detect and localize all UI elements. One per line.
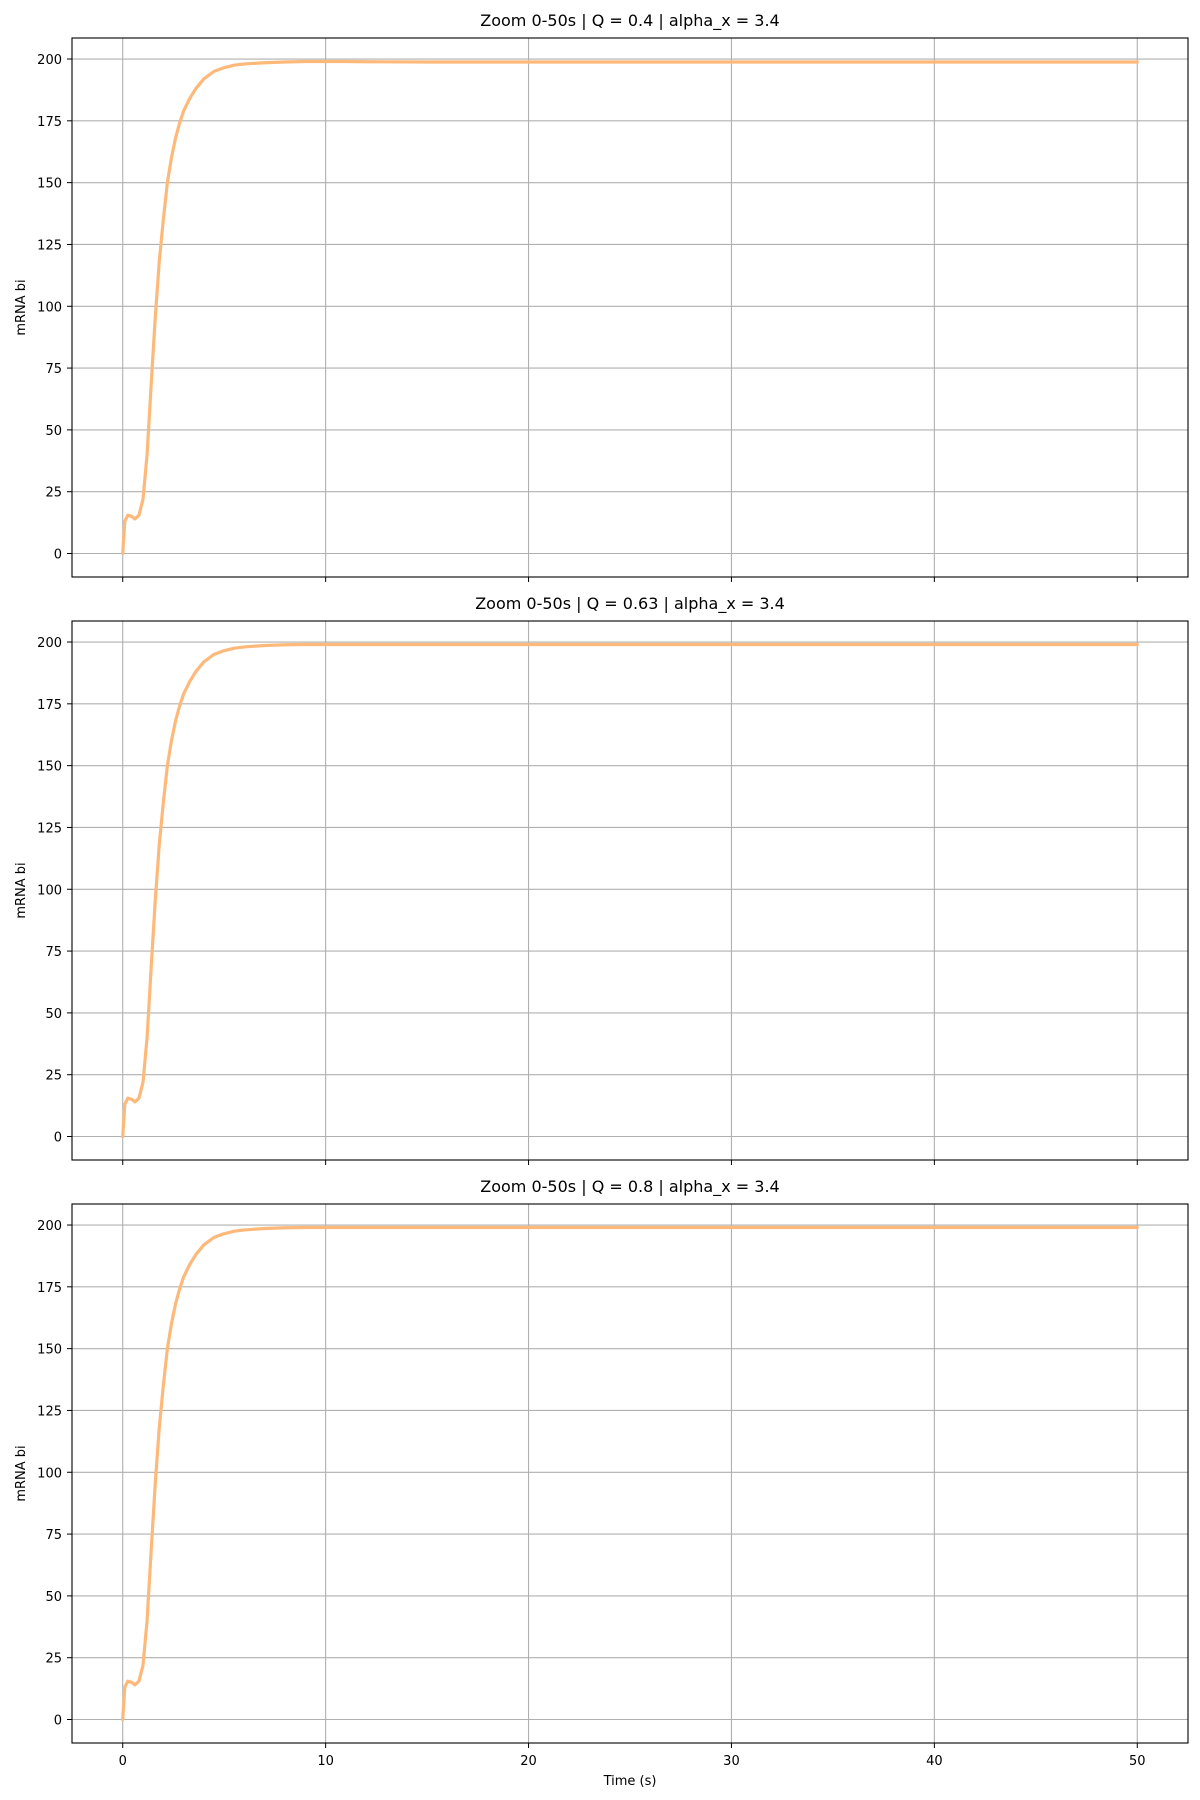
x-tick-label: 30 [723, 1754, 740, 1769]
axes-frame [71, 620, 1189, 1161]
y-tick-label: 125 [37, 1404, 62, 1419]
y-tick-label: 75 [45, 945, 62, 960]
y-tick-label: 25 [45, 486, 62, 501]
series-line [121, 1225, 1139, 1722]
chart-title: Zoom 0-50s | Q = 0.63 | alpha_x = 3.4 [475, 594, 785, 614]
chart-title: Zoom 0-50s | Q = 0.8 | alpha_x = 3.4 [480, 1177, 779, 1197]
chart-panel-3: 0 10 20 30 40 50 0 25 50 75 100 125 150 175 200 Zoom 0-… [14, 1177, 1189, 1789]
y-axis-label: mRNA bi [14, 1445, 29, 1501]
y-tick-label: 75 [45, 1528, 62, 1543]
y-axis-label: mRNA bi [14, 862, 29, 918]
y-tick-label: 200 [37, 1219, 62, 1234]
y-tick-label: 150 [37, 760, 62, 775]
y-tick-label: 175 [37, 115, 62, 130]
x-tick-label: 0 [119, 1754, 127, 1769]
x-tick-label: 20 [520, 1754, 537, 1769]
y-tick-label: 175 [37, 698, 62, 713]
y-tick-label: 75 [45, 362, 62, 377]
y-tick-label: 50 [45, 424, 62, 439]
chart-panel-1: 0 25 50 75 100 125 150 175 200 Zoom 0-50s | Q = 0… [14, 11, 1189, 582]
y-tick-label: 50 [45, 1590, 62, 1605]
y-axis-label: mRNA bi [14, 279, 29, 335]
chart-panel-2: 0 25 50 75 100 125 150 175 200 Zoom 0-50s | Q = 0… [14, 594, 1189, 1165]
y-tick-label: 100 [37, 1466, 62, 1481]
y-tick-label: 150 [37, 177, 62, 192]
y-tick-label: 100 [37, 300, 62, 315]
y-tick-label: 0 [54, 1131, 62, 1146]
y-tick-label: 150 [37, 1343, 62, 1358]
axes-frame [71, 1203, 1189, 1744]
y-tick-label: 0 [54, 1714, 62, 1729]
y-tick-label: 0 [54, 548, 62, 563]
x-tick-label: 50 [1129, 1754, 1146, 1769]
x-tick-label: 40 [926, 1754, 943, 1769]
y-tick-label: 200 [37, 636, 62, 651]
y-tick-label: 25 [45, 1069, 62, 1084]
axes-frame [71, 37, 1189, 578]
y-tick-label: 25 [45, 1652, 62, 1667]
y-tick-label: 125 [37, 238, 62, 253]
y-tick-label: 175 [37, 1281, 62, 1296]
series-line [121, 642, 1139, 1139]
x-tick-label: 10 [317, 1754, 334, 1769]
series-line [121, 59, 1139, 556]
y-tick-label: 100 [37, 883, 62, 898]
chart-title: Zoom 0-50s | Q = 0.4 | alpha_x = 3.4 [480, 11, 779, 31]
y-tick-label: 125 [37, 821, 62, 836]
y-tick-label: 50 [45, 1007, 62, 1022]
y-tick-label: 200 [37, 53, 62, 68]
x-axis-label: Time (s) [603, 1774, 657, 1789]
